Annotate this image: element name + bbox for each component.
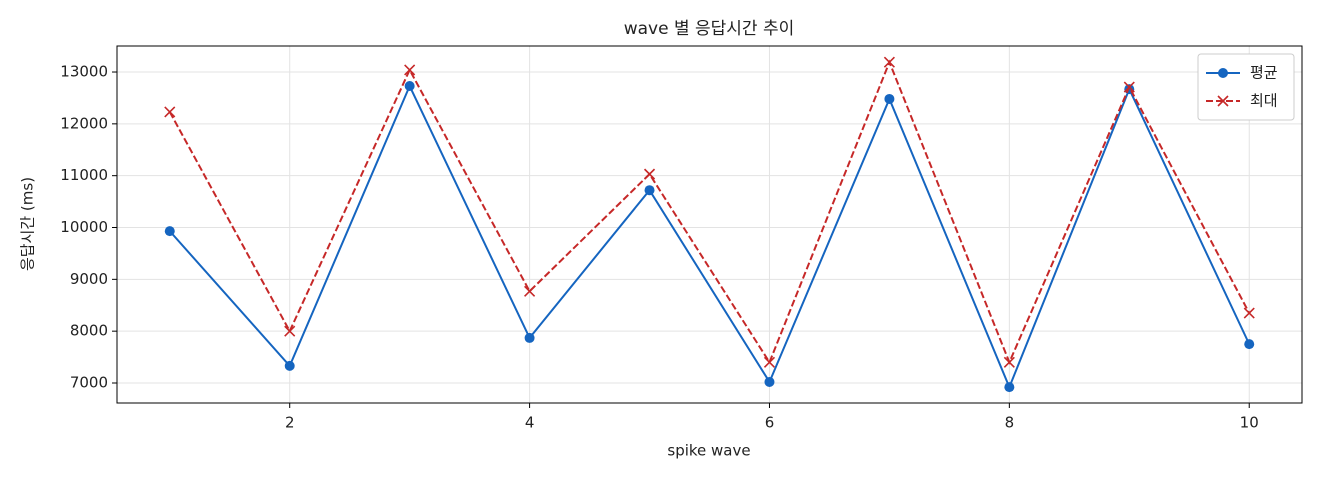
marker bbox=[764, 376, 775, 387]
marker bbox=[644, 185, 655, 196]
marker bbox=[524, 332, 535, 343]
y-tick-label: 8000 bbox=[70, 322, 108, 340]
marker bbox=[404, 64, 416, 76]
series-line bbox=[169, 83, 1251, 390]
marker bbox=[1004, 382, 1015, 393]
marker bbox=[1243, 307, 1255, 319]
marker bbox=[1003, 356, 1015, 368]
marker bbox=[763, 356, 776, 368]
y-tick-label: 12000 bbox=[60, 114, 108, 132]
y-tick-label: 7000 bbox=[70, 373, 108, 391]
x-tick-label: 6 bbox=[765, 414, 775, 432]
x-tick-label: 4 bbox=[525, 414, 535, 432]
legend-label: 평균 bbox=[1250, 64, 1278, 82]
marker bbox=[284, 325, 296, 337]
legend-box bbox=[1197, 53, 1295, 121]
marker bbox=[1244, 339, 1255, 350]
marker bbox=[884, 93, 895, 104]
y-axis-label: 응답시간 (ms) bbox=[19, 177, 37, 271]
marker bbox=[404, 81, 415, 92]
marker bbox=[1123, 81, 1135, 93]
x-tick-label: 8 bbox=[1005, 414, 1015, 432]
y-tick-label: 13000 bbox=[60, 63, 108, 81]
marker bbox=[284, 360, 295, 371]
x-axis-label: spike wave bbox=[667, 442, 750, 460]
marker bbox=[164, 106, 176, 118]
y-tick-label: 11000 bbox=[60, 166, 108, 184]
marker bbox=[883, 56, 895, 68]
x-tick-label: 2 bbox=[285, 414, 295, 432]
chart-title: wave 별 응답시간 추이 bbox=[624, 19, 795, 39]
marker bbox=[524, 285, 536, 297]
y-tick-label: 10000 bbox=[60, 218, 108, 236]
marker bbox=[1218, 68, 1228, 78]
legend-label: 최대 bbox=[1250, 92, 1278, 110]
plot-frame bbox=[116, 45, 1303, 404]
y-tick-label: 9000 bbox=[70, 270, 108, 288]
marker bbox=[1217, 95, 1229, 107]
series-line bbox=[168, 59, 1251, 365]
marker bbox=[643, 168, 656, 180]
marker bbox=[164, 226, 175, 237]
x-tick-label: 10 bbox=[1240, 414, 1259, 432]
